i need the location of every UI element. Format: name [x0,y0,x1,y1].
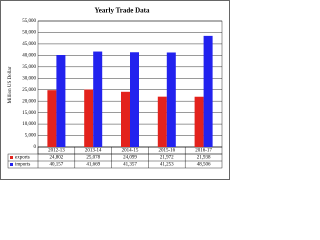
chart-title: Yearly Trade Data [95,7,150,15]
y-tick-label: 15,000 [22,111,36,116]
y-tick-label: 5,000 [25,134,37,139]
bar [130,52,139,148]
table-value: 48,506 [197,163,211,168]
bar [56,55,66,147]
y-tick-label: 55,000 [22,19,36,24]
y-tick-label: 0 [34,145,37,150]
bar [93,51,103,147]
table-value: 41,253 [160,163,174,168]
bar [194,96,204,147]
y-tick-label: 45,000 [22,42,36,47]
bar [121,91,130,147]
bar [84,89,94,147]
chart: Yearly Trade Data Million US Dollar 0 5,0… [0,0,230,180]
x-tick-label: 2013-14 [85,149,102,154]
x-tick-label: 2012-13 [48,149,65,154]
table-value: 21,938 [197,156,211,161]
y-tick-label: 20,000 [22,99,36,104]
bar [47,90,57,147]
table-value: 24,099 [123,156,137,161]
y-tick-label: 35,000 [22,65,36,70]
chart-border [0,0,230,180]
y-axis-label: Million US Dollar [8,66,13,103]
x-tick-label: 2016-17 [195,149,212,154]
table-value: 41,357 [123,163,137,168]
bar [166,52,176,147]
y-tick-label: 30,000 [22,76,36,81]
y-tick-label: 50,000 [22,31,36,36]
y-tick-label: 40,000 [22,54,36,59]
table-value: 25,078 [86,156,100,161]
legend-swatch [10,163,13,166]
bar [157,96,167,147]
legend-label: imports [15,163,30,168]
legend-swatch [10,156,13,159]
y-tick-label: 25,000 [22,88,36,93]
table-value: 21,972 [160,156,174,161]
table-value: 24,802 [50,156,64,161]
y-tick-label: 10,000 [22,122,36,127]
table-value: 40,157 [50,163,64,168]
legend-label: exports [15,156,30,161]
bar [203,35,213,147]
table-value: 41,669 [86,163,100,168]
x-tick-label: 2015-16 [158,149,175,154]
x-tick-label: 2014-15 [122,149,139,154]
